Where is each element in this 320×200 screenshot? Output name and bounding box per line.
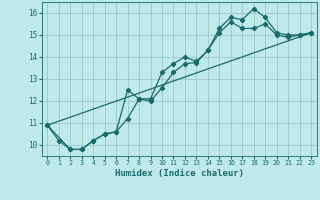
- X-axis label: Humidex (Indice chaleur): Humidex (Indice chaleur): [115, 169, 244, 178]
